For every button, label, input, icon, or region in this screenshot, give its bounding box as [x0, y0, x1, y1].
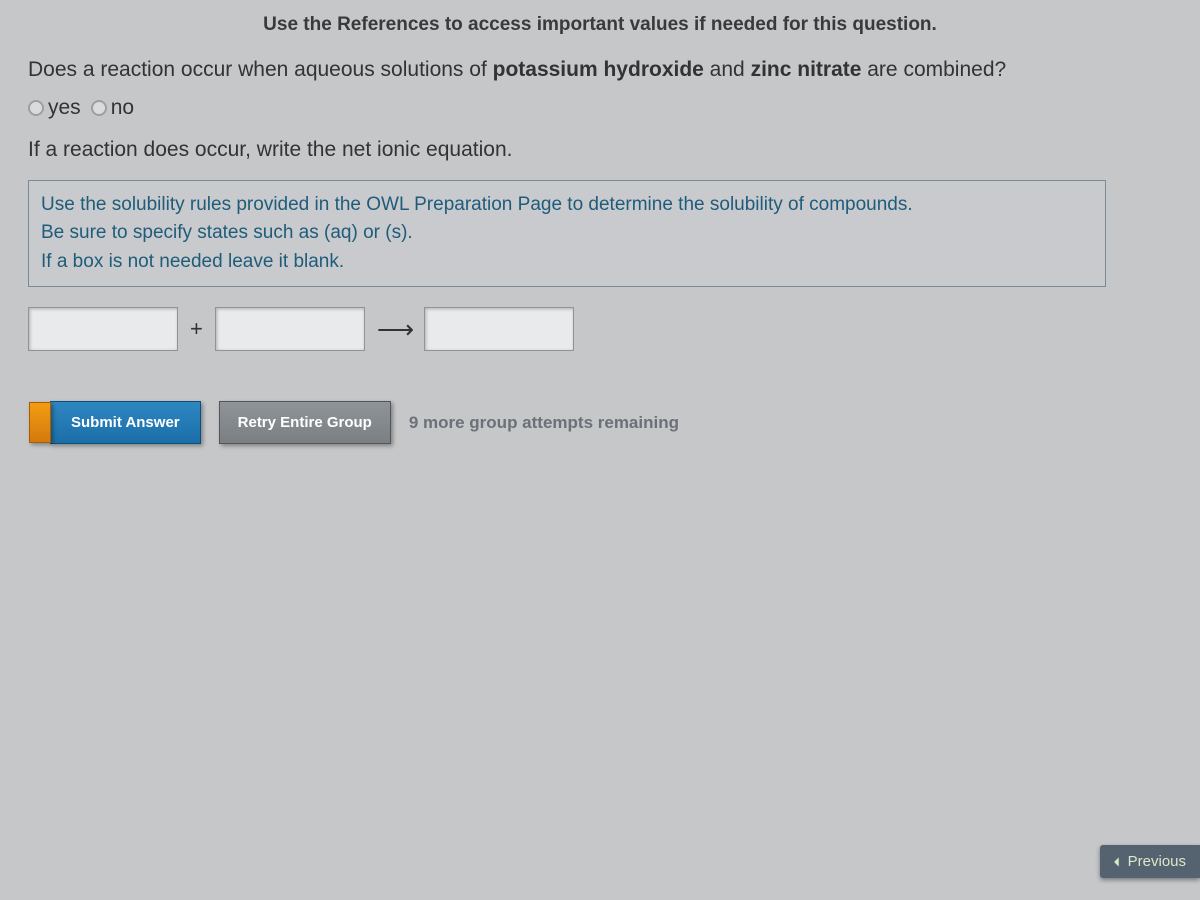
q-bold1: potassium hydroxide [493, 58, 704, 81]
hint-line2: Be sure to specify states such as (aq) o… [41, 219, 1093, 248]
hint-line3: If a box is not needed leave it blank. [41, 248, 1093, 277]
reactant-1-input[interactable] [28, 307, 178, 351]
radio-yes[interactable] [28, 100, 44, 116]
chevron-left-icon [1110, 855, 1124, 869]
label-no[interactable]: no [111, 96, 134, 120]
orange-tab [29, 402, 51, 443]
q-suffix: are combined? [861, 58, 1006, 81]
plus-sign: + [190, 316, 203, 342]
header-note: Use the References to access important v… [0, 0, 1200, 54]
q-mid: and [704, 58, 751, 81]
question-text: Does a reaction occur when aqueous solut… [28, 54, 1172, 86]
q-bold2: zinc nitrate [751, 58, 862, 81]
arrow-icon: ⟶ [377, 314, 412, 345]
hint-box: Use the solubility rules provided in the… [28, 180, 1106, 288]
q-prefix: Does a reaction occur when aqueous solut… [28, 58, 493, 81]
radio-no[interactable] [91, 100, 107, 116]
hint-line1: Use the solubility rules provided in the… [41, 191, 1093, 220]
sub-question: If a reaction does occur, write the net … [28, 138, 1172, 162]
retry-button[interactable]: Retry Entire Group [219, 401, 391, 444]
equation-row: + ⟶ [28, 307, 1172, 351]
product-1-input[interactable] [424, 307, 574, 351]
submit-button[interactable]: Submit Answer [50, 401, 201, 444]
question-content: Does a reaction occur when aqueous solut… [0, 54, 1200, 444]
submit-label: Submit Answer [71, 414, 180, 431]
previous-label: Previous [1128, 853, 1186, 870]
reactant-2-input[interactable] [215, 307, 365, 351]
yes-no-options: yes no [28, 96, 1172, 120]
label-yes[interactable]: yes [48, 96, 81, 120]
attempts-remaining: 9 more group attempts remaining [409, 413, 679, 433]
previous-button[interactable]: Previous [1100, 845, 1200, 878]
button-row: Submit Answer Retry Entire Group 9 more … [50, 401, 1172, 444]
retry-label: Retry Entire Group [238, 414, 372, 431]
